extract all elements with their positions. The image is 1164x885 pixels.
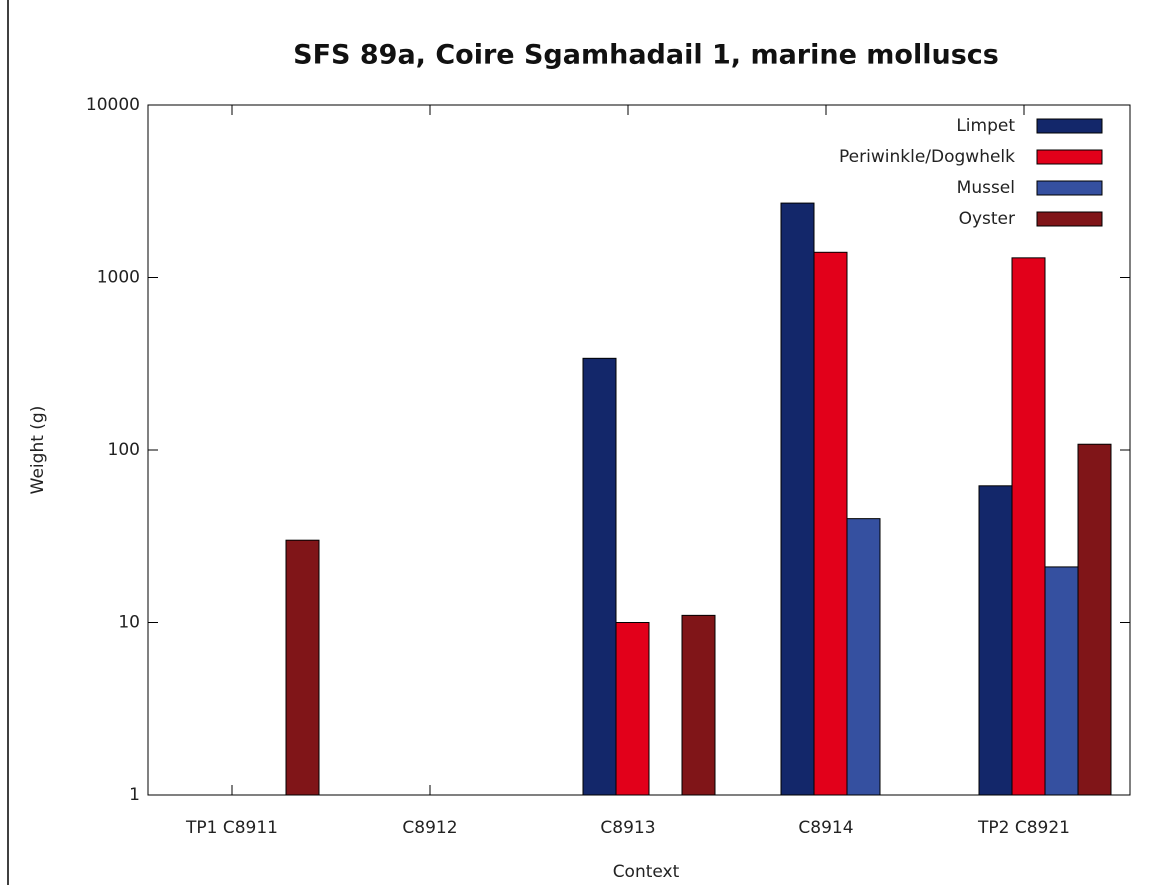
bar — [978, 485, 1013, 796]
legend-label: Mussel — [957, 178, 1015, 198]
legend-swatch — [1036, 180, 1103, 196]
bar — [1077, 443, 1112, 796]
legend-swatch — [1036, 118, 1103, 134]
y-tick-label: 1 — [129, 785, 140, 805]
y-tick-label: 10 — [118, 613, 140, 633]
chart-title: SFS 89a, Coire Sgamhadail 1, marine moll… — [293, 40, 999, 71]
bar — [813, 251, 848, 796]
bar — [285, 539, 320, 796]
x-axis-label: Context — [613, 862, 680, 882]
bar — [1044, 566, 1079, 796]
legend-label: Limpet — [956, 116, 1015, 136]
x-tick-label: TP2 C8921 — [977, 818, 1070, 838]
legend-label: Oyster — [959, 209, 1015, 229]
legend-label: Periwinkle/Dogwhelk — [839, 147, 1015, 167]
legend-swatch — [1036, 149, 1103, 165]
bar — [582, 357, 617, 796]
bar — [615, 622, 650, 796]
bar — [1011, 257, 1046, 796]
x-tick-label: TP1 C8911 — [185, 818, 278, 838]
bar — [780, 202, 815, 796]
x-tick-label: C8912 — [402, 818, 457, 838]
y-tick-label: 10000 — [86, 95, 140, 115]
y-axis-label: Weight (g) — [28, 406, 48, 495]
y-tick-label: 100 — [108, 440, 140, 460]
y-tick-label: 1000 — [97, 268, 140, 288]
bar — [846, 518, 881, 796]
legend-swatch — [1036, 211, 1103, 227]
x-tick-label: C8914 — [798, 818, 853, 838]
x-tick-label: C8913 — [600, 818, 655, 838]
bar — [681, 614, 716, 796]
